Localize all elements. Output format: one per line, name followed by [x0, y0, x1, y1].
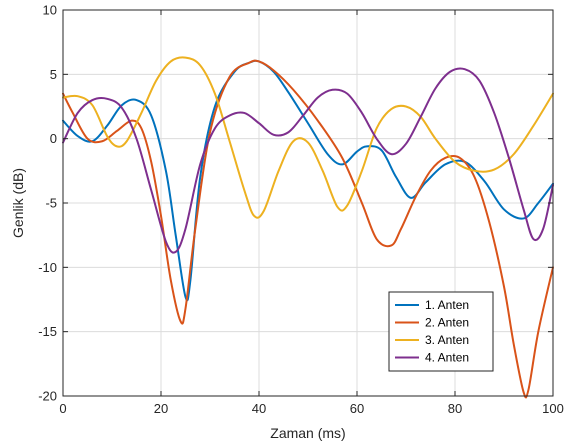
- y-tick-label: 5: [50, 67, 57, 82]
- x-tick-label: 100: [542, 401, 564, 416]
- legend-label-3: 3. Anten: [425, 333, 469, 347]
- y-tick-label: -15: [38, 324, 57, 339]
- series-line-2: [62, 59, 554, 399]
- x-tick-label: 0: [59, 401, 66, 416]
- x-tick-label: 80: [448, 401, 462, 416]
- series-line-4: [62, 67, 554, 254]
- legend-label-4: 4. Anten: [425, 351, 469, 365]
- legend-label-1: 1. Anten: [425, 298, 469, 312]
- x-tick-label: 20: [154, 401, 168, 416]
- y-tick-label: 10: [43, 3, 57, 18]
- grid: [62, 9, 554, 397]
- x-tick-label: 40: [252, 401, 266, 416]
- y-tick-label: -10: [38, 260, 57, 275]
- y-ticks: -20 -15 -10 -5 0 5 10: [38, 3, 553, 404]
- legend-label-2: 2. Anten: [425, 316, 469, 330]
- y-axis-label: Genlik (dB): [10, 168, 26, 238]
- legend: 1. Anten 2. Anten 3. Anten 4. Anten: [388, 291, 494, 372]
- y-tick-label: 0: [50, 131, 57, 146]
- x-axis-label: Zaman (ms): [270, 425, 345, 441]
- y-tick-label: -5: [45, 196, 57, 211]
- x-tick-label: 60: [350, 401, 364, 416]
- plot-lines: [62, 56, 554, 399]
- y-tick-label: -20: [38, 389, 57, 404]
- x-ticks: 0 20 40 60 80 100: [59, 10, 564, 416]
